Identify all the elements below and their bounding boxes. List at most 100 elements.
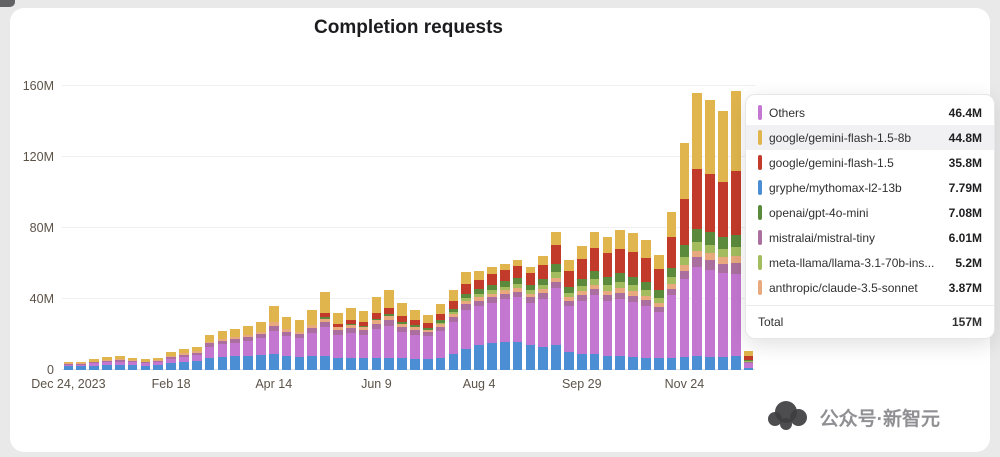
gridline-160M xyxy=(62,85,755,86)
stacked-bar-week-3[interactable] xyxy=(102,356,112,370)
stacked-bar-week-15[interactable] xyxy=(256,322,266,370)
stacked-bar-week-28[interactable] xyxy=(422,315,433,370)
bar-segment xyxy=(384,316,395,320)
stacked-bar-week-24[interactable] xyxy=(371,297,382,370)
stacked-bar-week-40[interactable] xyxy=(576,245,587,370)
stacked-bar-week-6[interactable] xyxy=(140,359,151,370)
bar-segment xyxy=(730,171,741,235)
bar-segment xyxy=(628,285,638,292)
stacked-bar-week-44[interactable] xyxy=(628,233,638,370)
watermark-text: 公众号·新智元 xyxy=(819,408,940,430)
bar-segment xyxy=(602,284,613,291)
stacked-bar-week-43[interactable] xyxy=(615,229,626,370)
stacked-bar-week-36[interactable] xyxy=(525,267,536,370)
bar-segment xyxy=(204,343,215,347)
stacked-bar-week-8[interactable] xyxy=(166,352,176,370)
stacked-bar-week-7[interactable] xyxy=(153,357,164,370)
stacked-bar-week-26[interactable] xyxy=(397,302,407,370)
stacked-bar-week-50[interactable] xyxy=(705,100,715,370)
stacked-bar-week-38[interactable] xyxy=(551,231,561,370)
stacked-bar-week-41[interactable] xyxy=(589,231,600,370)
bar-segment xyxy=(641,296,651,301)
stacked-bar-week-17[interactable] xyxy=(281,316,292,370)
stacked-bar-week-4[interactable] xyxy=(114,355,125,370)
stacked-bar-week-23[interactable] xyxy=(358,311,369,370)
bar-segment xyxy=(474,270,484,280)
bar-segment xyxy=(448,312,459,314)
stacked-bar-week-18[interactable] xyxy=(294,320,305,370)
bar-segment xyxy=(114,361,125,365)
stacked-bar-week-45[interactable] xyxy=(641,240,651,370)
bar-segment xyxy=(140,361,151,363)
bar-segment xyxy=(705,356,715,370)
stacked-bar-week-9[interactable] xyxy=(179,348,189,370)
bar-segment xyxy=(191,354,202,362)
bar-segment xyxy=(435,314,446,321)
tooltip-row-value: 46.4M xyxy=(948,105,982,120)
stacked-bar-week-10[interactable] xyxy=(191,346,202,370)
stacked-bar-week-32[interactable] xyxy=(474,270,484,370)
stacked-bar-week-30[interactable] xyxy=(448,290,459,370)
bar-segment xyxy=(333,326,343,328)
bar-segment xyxy=(102,364,112,370)
stacked-bar-week-2[interactable] xyxy=(89,359,99,370)
bar-segment xyxy=(551,345,561,370)
stacked-bar-week-0[interactable] xyxy=(63,361,74,370)
bar-segment xyxy=(294,331,305,334)
bar-segment xyxy=(653,254,664,269)
stacked-bar-week-11[interactable] xyxy=(204,334,215,370)
bar-segment xyxy=(679,256,690,265)
bar-segment xyxy=(166,352,176,357)
stacked-bar-week-48[interactable] xyxy=(679,142,690,370)
stacked-bar-week-22[interactable] xyxy=(345,307,356,370)
bar-segment xyxy=(461,309,472,349)
stacked-bar-week-49[interactable] xyxy=(692,93,703,370)
bar-segment xyxy=(76,364,87,367)
bar-segment xyxy=(268,330,279,355)
stacked-bar-week-31[interactable] xyxy=(461,272,472,370)
bar-segment xyxy=(602,355,613,370)
stacked-bar-week-53[interactable] xyxy=(743,350,754,370)
stacked-bar-week-12[interactable] xyxy=(217,330,228,370)
stacked-bar-week-52[interactable] xyxy=(730,91,741,370)
stacked-bar-week-19[interactable] xyxy=(307,309,318,370)
stacked-bar-week-21[interactable] xyxy=(333,313,343,370)
plot-area[interactable] xyxy=(62,85,755,370)
legend-swatch-icon xyxy=(758,205,762,220)
stacked-bar-week-39[interactable] xyxy=(564,260,574,370)
stacked-bar-week-27[interactable] xyxy=(410,309,420,370)
bar-segment xyxy=(615,282,626,289)
tooltip-row-value: 7.08M xyxy=(948,205,982,220)
stacked-bar-week-29[interactable] xyxy=(435,304,446,370)
bar-segment xyxy=(410,327,420,331)
stacked-bar-week-16[interactable] xyxy=(268,306,279,370)
bar-segment xyxy=(576,259,587,279)
stacked-bar-week-14[interactable] xyxy=(243,325,253,370)
bar-segment xyxy=(461,300,472,305)
stacked-bar-week-35[interactable] xyxy=(512,260,523,370)
bar-segment xyxy=(461,304,472,310)
bar-segment xyxy=(474,289,484,295)
stacked-bar-week-5[interactable] xyxy=(127,357,138,370)
bar-segment xyxy=(551,264,561,273)
bar-segment xyxy=(448,354,459,370)
stacked-bar-week-33[interactable] xyxy=(487,267,497,370)
bar-segment xyxy=(653,268,664,291)
bar-segment xyxy=(358,330,369,335)
stacked-bar-week-37[interactable] xyxy=(538,256,549,370)
tooltip-rows: Others 46.4M google/gemini-flash-1.5-8b 44.… xyxy=(746,100,994,300)
bar-segment xyxy=(435,357,446,370)
stacked-bar-week-46[interactable] xyxy=(653,254,664,370)
stacked-bar-week-25[interactable] xyxy=(384,290,395,370)
stacked-bar-week-1[interactable] xyxy=(76,361,87,370)
stacked-bar-week-42[interactable] xyxy=(602,236,613,370)
bar-segment xyxy=(718,110,728,182)
stacked-bar-week-51[interactable] xyxy=(718,110,728,370)
stacked-bar-week-34[interactable] xyxy=(499,263,510,370)
chart-title: Completion requests xyxy=(314,17,503,38)
stacked-bar-week-13[interactable] xyxy=(230,329,241,370)
stacked-bar-week-47[interactable] xyxy=(666,212,677,370)
bar-segment xyxy=(679,142,690,200)
stacked-bar-week-20[interactable] xyxy=(320,291,330,370)
bar-segment xyxy=(294,356,305,370)
